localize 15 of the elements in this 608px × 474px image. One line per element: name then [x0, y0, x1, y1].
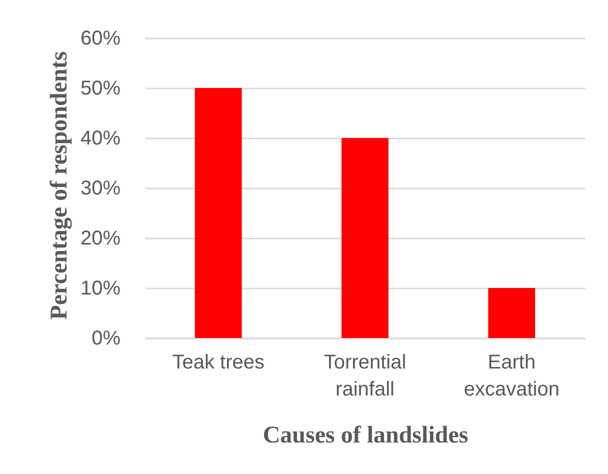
y-tick-label: 40%: [80, 128, 121, 150]
y-tick-label: 20%: [80, 228, 121, 250]
y-tick-label: 30%: [80, 178, 121, 200]
y-axis-title: Percentage of respondents: [46, 51, 72, 320]
x-tick-label: Earth excavation: [464, 352, 560, 400]
bar: [342, 138, 388, 338]
y-tick-label: 50%: [80, 78, 121, 100]
y-tick-label: 0%: [92, 328, 121, 350]
x-tick-label: Torrential rainfall: [324, 352, 406, 400]
y-tick-label: 60%: [80, 28, 121, 50]
y-tick-label: 10%: [80, 278, 121, 300]
x-tick-label: Teak trees: [172, 352, 264, 374]
bar: [488, 288, 536, 338]
x-axis-title: Causes of landslides: [262, 422, 468, 448]
bar: [194, 88, 242, 338]
